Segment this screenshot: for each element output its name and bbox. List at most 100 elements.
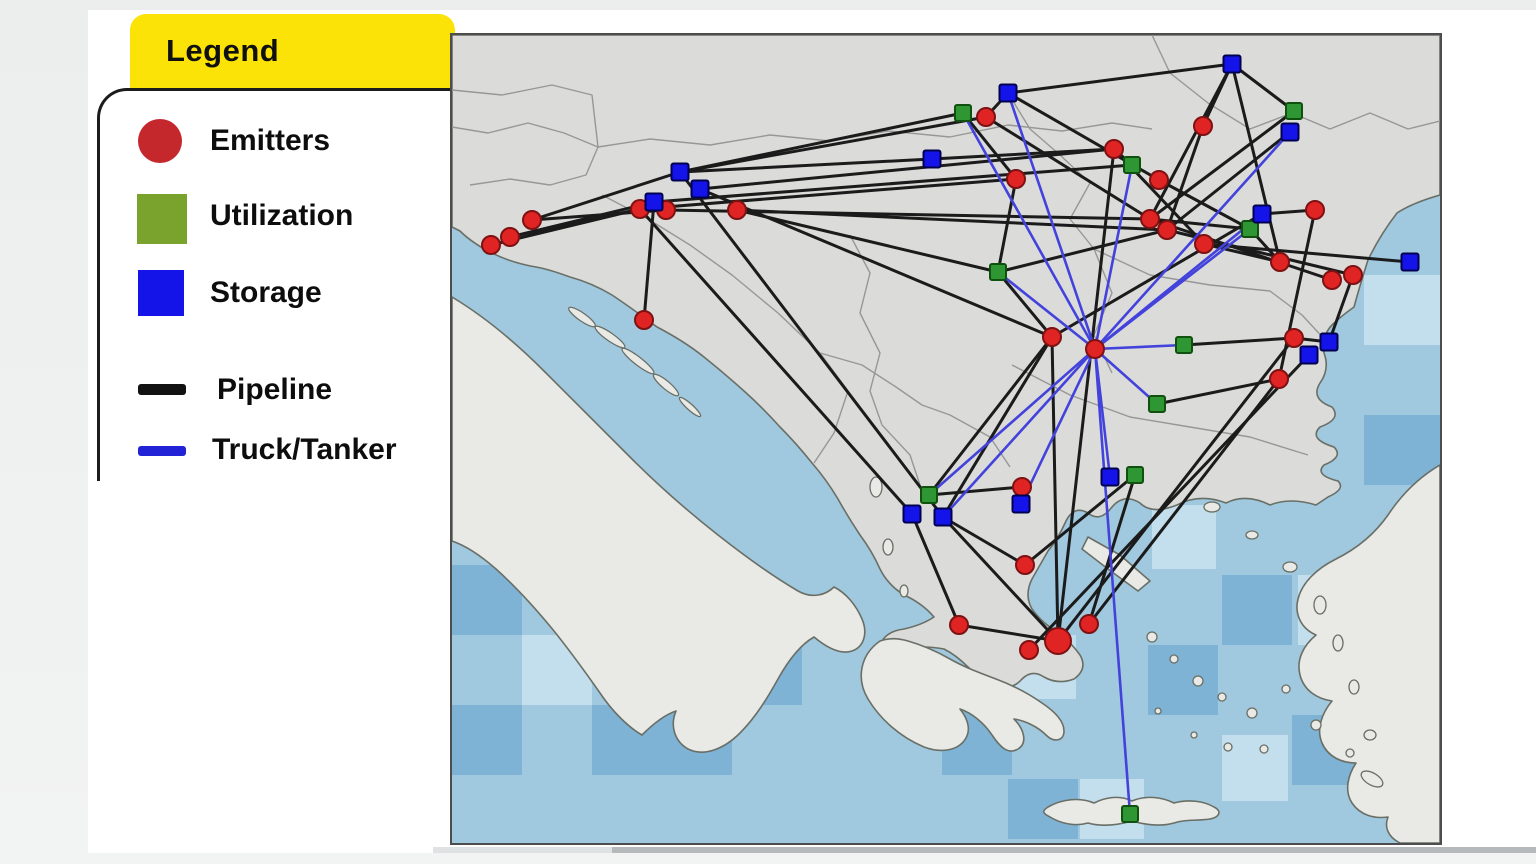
- pipeline-edge: [1165, 130, 1292, 232]
- pipeline-edge: [508, 200, 656, 239]
- utilization-node: [1121, 805, 1139, 823]
- utilization-node: [1285, 102, 1303, 120]
- emitter-node: [976, 107, 996, 127]
- truck-tanker-edge: [1093, 347, 1132, 816]
- emitter-node: [1012, 477, 1032, 497]
- islands: [568, 306, 1384, 788]
- pipeline-edge: [927, 335, 1054, 497]
- pipeline-edge: [1148, 217, 1334, 282]
- pipeline-edge: [941, 515, 1027, 567]
- pipeline-edge: [1327, 273, 1355, 344]
- emitter-node: [1194, 234, 1214, 254]
- pipeline-edge: [698, 187, 1054, 339]
- emitter-node: [1305, 200, 1325, 220]
- truck-tanker-edge: [1093, 343, 1186, 351]
- truck-tanker-edge: [1093, 347, 1159, 406]
- emitter-node: [1322, 270, 1342, 290]
- emitter-node: [1343, 265, 1363, 285]
- legend-label-truck-tanker: Truck/Tanker: [212, 433, 397, 466]
- utilization-node: [920, 486, 938, 504]
- utilization-node: [1148, 395, 1166, 413]
- utilization-node: [1175, 336, 1193, 354]
- pipeline-edge: [930, 147, 1116, 161]
- pipeline-edge: [996, 228, 1169, 274]
- storage-node: [1299, 345, 1319, 365]
- emitter-node: [1269, 369, 1289, 389]
- map-image: [451, 34, 1441, 844]
- emitter-node: [522, 210, 542, 230]
- pipeline-edge: [1056, 336, 1296, 643]
- horizontal-scrollbar-track[interactable]: [433, 847, 1536, 853]
- pipeline-edge: [1148, 109, 1296, 221]
- pipeline-edge: [1182, 336, 1296, 347]
- legend-label-emitters: Emitters: [210, 124, 331, 157]
- pipeline-edge: [996, 270, 1054, 339]
- pipeline-edge: [927, 485, 1024, 497]
- pipeline-edge: [698, 147, 1116, 191]
- truck-tanker-edge: [1093, 163, 1134, 351]
- pipeline-edge: [638, 207, 914, 516]
- emitter-node: [1044, 627, 1072, 655]
- emitter-node: [500, 227, 520, 247]
- utilization-swatch-icon: [137, 194, 187, 244]
- pipeline-edge: [957, 623, 1060, 643]
- pipeline-edge: [1157, 178, 1252, 231]
- utilization-node: [989, 263, 1007, 281]
- pipeline-edge: [941, 335, 1054, 519]
- pipeline-edge: [1087, 473, 1137, 626]
- storage-node: [998, 83, 1018, 103]
- storage-node: [1319, 332, 1339, 352]
- truck-tanker-edge: [961, 111, 1097, 351]
- truck-tanker-edge: [927, 347, 1097, 497]
- emitter-node: [949, 615, 969, 635]
- emitter-node: [634, 310, 654, 330]
- pipeline-edge: [678, 157, 934, 174]
- horizontal-scrollbar-thumb[interactable]: [612, 847, 1536, 853]
- emitter-node: [1085, 339, 1105, 359]
- emitter-node: [1193, 116, 1213, 136]
- pipeline-edge: [678, 115, 988, 174]
- storage-node: [1011, 494, 1031, 514]
- pipeline-edge: [910, 512, 961, 627]
- pipeline-edge: [1023, 473, 1137, 567]
- pipeline-edge: [1056, 147, 1116, 643]
- storage-node: [922, 149, 942, 169]
- emitter-node: [481, 235, 501, 255]
- pipeline-edge: [1230, 62, 1296, 113]
- legend-header: Legend: [130, 14, 455, 88]
- storage-node: [933, 507, 953, 527]
- pipeline-edge: [735, 208, 1169, 232]
- truck-tanker-edge: [941, 347, 1097, 519]
- truck-tanker-swatch-icon: [138, 446, 186, 456]
- storage-node: [1280, 122, 1300, 142]
- storage-node: [902, 504, 922, 524]
- truck-tanker-edge: [1093, 130, 1292, 351]
- pipeline-edge: [530, 170, 682, 222]
- pipeline-edge: [961, 111, 1018, 181]
- emitter-node: [1006, 169, 1026, 189]
- truck-tanker-edge: [996, 270, 1097, 351]
- pipeline-edge: [1165, 124, 1205, 232]
- emitter-node: [1157, 220, 1177, 240]
- storage-node: [644, 192, 664, 212]
- emitter-node: [1042, 327, 1062, 347]
- emitter-node: [1284, 328, 1304, 348]
- pipeline-edge: [735, 208, 1000, 274]
- truck-tanker-edge: [1019, 347, 1097, 506]
- emitter-node: [1019, 640, 1039, 660]
- legend-label-storage: Storage: [210, 276, 322, 309]
- emitter-node: [1015, 555, 1035, 575]
- pipeline-edge: [1202, 242, 1282, 264]
- pipeline-edge: [1148, 62, 1234, 221]
- pipeline-edge: [984, 115, 1152, 221]
- storage-node: [690, 179, 710, 199]
- legend-label-utilization: Utilization: [210, 199, 354, 232]
- pipeline-edge: [941, 515, 1060, 643]
- utilization-node: [1241, 220, 1259, 238]
- storage-node: [1100, 467, 1120, 487]
- utilization-node: [954, 104, 972, 122]
- pipeline-edge: [996, 177, 1018, 274]
- balkans-ccus-network-map: [450, 33, 1442, 845]
- storage-swatch-icon: [138, 270, 184, 316]
